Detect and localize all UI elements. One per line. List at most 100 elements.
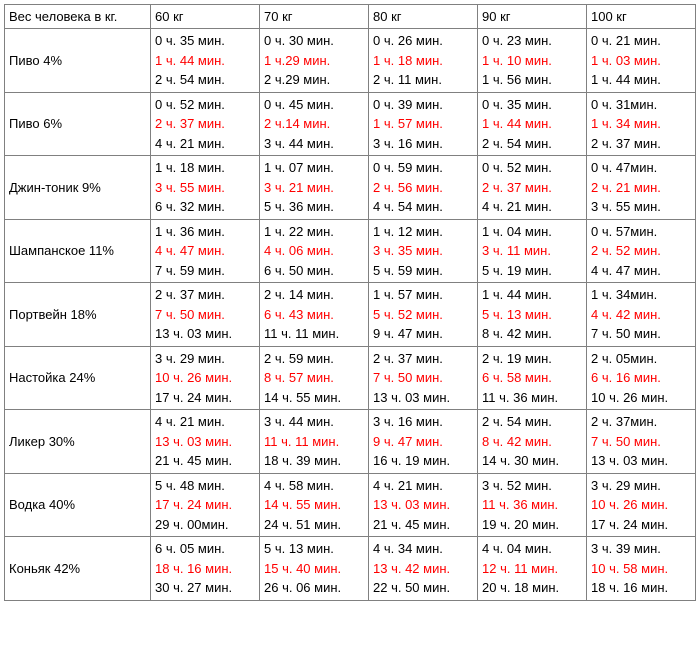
- time-cell: 0 ч. 45 мин.2 ч.14 мин.3 ч. 44 мин.: [260, 92, 369, 156]
- table-row: Шампанское 11%1 ч. 36 мин.4 ч. 47 мин.7 …: [5, 219, 696, 283]
- header-weight-2: 80 кг: [369, 5, 478, 29]
- time-value: 0 ч. 21 мин.: [591, 31, 691, 51]
- table-row: Джин-тоник 9%1 ч. 18 мин.3 ч. 55 мин.6 ч…: [5, 156, 696, 220]
- time-value: 10 ч. 58 мин.: [591, 559, 691, 579]
- time-value: 3 ч. 11 мин.: [482, 241, 582, 261]
- time-value: 2 ч. 14 мин.: [264, 285, 364, 305]
- time-value: 22 ч. 50 мин.: [373, 578, 473, 598]
- time-value: 1 ч. 44 мин.: [155, 51, 255, 71]
- table-row: Портвейн 18%2 ч. 37 мин.7 ч. 50 мин.13 ч…: [5, 283, 696, 347]
- time-cell: 1 ч. 34мин.4 ч. 42 мин.7 ч. 50 мин.: [587, 283, 696, 347]
- row-label: Портвейн 18%: [5, 283, 151, 347]
- time-value: 0 ч. 35 мин.: [482, 95, 582, 115]
- time-value: 7 ч. 50 мин.: [591, 432, 691, 452]
- time-value: 0 ч. 45 мин.: [264, 95, 364, 115]
- time-cell: 2 ч. 14 мин.6 ч. 43 мин.11 ч. 11 мин.: [260, 283, 369, 347]
- time-cell: 0 ч. 52 мин.2 ч. 37 мин.4 ч. 21 мин.: [151, 92, 260, 156]
- time-value: 2 ч. 37 мин.: [591, 134, 691, 154]
- table-row: Пиво 4%0 ч. 35 мин.1 ч. 44 мин.2 ч. 54 м…: [5, 29, 696, 93]
- row-label: Настойка 24%: [5, 346, 151, 410]
- time-value: 2 ч. 56 мин.: [373, 178, 473, 198]
- header-weight-1: 70 кг: [260, 5, 369, 29]
- time-value: 12 ч. 11 мин.: [482, 559, 582, 579]
- time-value: 3 ч. 29 мин.: [155, 349, 255, 369]
- time-value: 1 ч. 36 мин.: [155, 222, 255, 242]
- time-value: 5 ч. 59 мин.: [373, 261, 473, 281]
- time-value: 10 ч. 26 мин.: [591, 495, 691, 515]
- time-cell: 1 ч. 04 мин.3 ч. 11 мин.5 ч. 19 мин.: [478, 219, 587, 283]
- time-cell: 3 ч. 29 мин.10 ч. 26 мин.17 ч. 24 мин.: [151, 346, 260, 410]
- time-cell: 2 ч. 54 мин.8 ч. 42 мин.14 ч. 30 мин.: [478, 410, 587, 474]
- time-value: 3 ч. 44 мин.: [264, 412, 364, 432]
- time-value: 2 ч.14 мин.: [264, 114, 364, 134]
- time-value: 17 ч. 24 мин.: [155, 388, 255, 408]
- time-value: 14 ч. 55 мин.: [264, 388, 364, 408]
- row-label: Джин-тоник 9%: [5, 156, 151, 220]
- table-row: Водка 40%5 ч. 48 мин.17 ч. 24 мин.29 ч. …: [5, 473, 696, 537]
- time-value: 1 ч. 18 мин.: [155, 158, 255, 178]
- time-value: 4 ч. 47 мин.: [155, 241, 255, 261]
- time-value: 2 ч. 19 мин.: [482, 349, 582, 369]
- time-cell: 1 ч. 22 мин.4 ч. 06 мин.6 ч. 50 мин.: [260, 219, 369, 283]
- table-row: Настойка 24%3 ч. 29 мин.10 ч. 26 мин.17 …: [5, 346, 696, 410]
- time-value: 2 ч. 54 мин.: [482, 134, 582, 154]
- time-value: 9 ч. 47 мин.: [373, 432, 473, 452]
- time-value: 2 ч. 21 мин.: [591, 178, 691, 198]
- time-value: 13 ч. 03 мин.: [155, 432, 255, 452]
- time-value: 7 ч. 50 мин.: [373, 368, 473, 388]
- time-value: 13 ч. 42 мин.: [373, 559, 473, 579]
- table-row: Пиво 6%0 ч. 52 мин.2 ч. 37 мин.4 ч. 21 м…: [5, 92, 696, 156]
- time-value: 3 ч. 39 мин.: [591, 539, 691, 559]
- time-value: 1 ч. 07 мин.: [264, 158, 364, 178]
- time-value: 7 ч. 50 мин.: [155, 305, 255, 325]
- time-value: 4 ч. 58 мин.: [264, 476, 364, 496]
- time-value: 10 ч. 26 мин.: [155, 368, 255, 388]
- time-value: 4 ч. 04 мин.: [482, 539, 582, 559]
- time-cell: 2 ч. 37мин.7 ч. 50 мин.13 ч. 03 мин.: [587, 410, 696, 474]
- time-cell: 4 ч. 34 мин.13 ч. 42 мин.22 ч. 50 мин.: [369, 537, 478, 601]
- time-value: 0 ч. 47мин.: [591, 158, 691, 178]
- time-cell: 1 ч. 12 мин.3 ч. 35 мин.5 ч. 59 мин.: [369, 219, 478, 283]
- time-value: 2 ч. 37 мин.: [373, 349, 473, 369]
- time-cell: 3 ч. 44 мин.11 ч. 11 мин.18 ч. 39 мин.: [260, 410, 369, 474]
- time-cell: 3 ч. 52 мин.11 ч. 36 мин.19 ч. 20 мин.: [478, 473, 587, 537]
- time-value: 1 ч. 57 мин.: [373, 114, 473, 134]
- time-cell: 2 ч. 37 мин.7 ч. 50 мин.13 ч. 03 мин.: [151, 283, 260, 347]
- time-value: 3 ч. 52 мин.: [482, 476, 582, 496]
- time-cell: 2 ч. 05мин.6 ч. 16 мин.10 ч. 26 мин.: [587, 346, 696, 410]
- time-cell: 0 ч. 23 мин.1 ч. 10 мин.1 ч. 56 мин.: [478, 29, 587, 93]
- time-value: 3 ч. 44 мин.: [264, 134, 364, 154]
- time-value: 5 ч. 13 мин.: [482, 305, 582, 325]
- time-value: 19 ч. 20 мин.: [482, 515, 582, 535]
- time-cell: 3 ч. 16 мин.9 ч. 47 мин.16 ч. 19 мин.: [369, 410, 478, 474]
- time-value: 4 ч. 21 мин.: [155, 134, 255, 154]
- row-label: Водка 40%: [5, 473, 151, 537]
- time-value: 3 ч. 29 мин.: [591, 476, 691, 496]
- time-value: 0 ч. 59 мин.: [373, 158, 473, 178]
- time-cell: 4 ч. 58 мин.14 ч. 55 мин.24 ч. 51 мин.: [260, 473, 369, 537]
- time-value: 17 ч. 24 мин.: [591, 515, 691, 535]
- time-value: 1 ч. 22 мин.: [264, 222, 364, 242]
- header-label: Вес человека в кг.: [5, 5, 151, 29]
- time-value: 29 ч. 00мин.: [155, 515, 255, 535]
- time-value: 1 ч. 04 мин.: [482, 222, 582, 242]
- time-value: 3 ч. 35 мин.: [373, 241, 473, 261]
- time-value: 7 ч. 59 мин.: [155, 261, 255, 281]
- time-value: 21 ч. 45 мин.: [373, 515, 473, 535]
- time-value: 21 ч. 45 мин.: [155, 451, 255, 471]
- time-cell: 0 ч. 35 мин.1 ч. 44 мин.2 ч. 54 мин.: [151, 29, 260, 93]
- header-weight-3: 90 кг: [478, 5, 587, 29]
- time-value: 2 ч. 59 мин.: [264, 349, 364, 369]
- time-value: 3 ч. 21 мин.: [264, 178, 364, 198]
- time-cell: 3 ч. 39 мин.10 ч. 58 мин.18 ч. 16 мин.: [587, 537, 696, 601]
- time-value: 1 ч. 56 мин.: [482, 70, 582, 90]
- time-cell: 2 ч. 37 мин.7 ч. 50 мин.13 ч. 03 мин.: [369, 346, 478, 410]
- time-value: 2 ч. 54 мин.: [482, 412, 582, 432]
- time-cell: 0 ч. 47мин.2 ч. 21 мин.3 ч. 55 мин.: [587, 156, 696, 220]
- header-row: Вес человека в кг. 60 кг 70 кг 80 кг 90 …: [5, 5, 696, 29]
- time-value: 0 ч. 30 мин.: [264, 31, 364, 51]
- time-value: 11 ч. 11 мин.: [264, 324, 364, 344]
- table-row: Коньяк 42%6 ч. 05 мин.18 ч. 16 мин.30 ч.…: [5, 537, 696, 601]
- time-cell: 0 ч. 31мин.1 ч. 34 мин.2 ч. 37 мин.: [587, 92, 696, 156]
- header-weight-4: 100 кг: [587, 5, 696, 29]
